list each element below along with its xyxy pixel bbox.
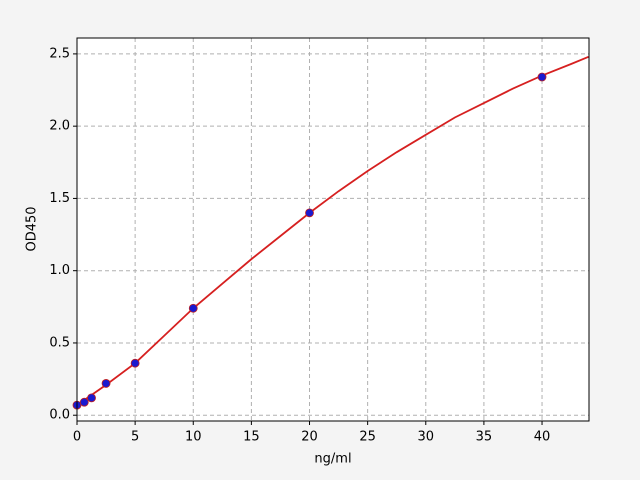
x-axis-label: ng/ml <box>314 452 351 467</box>
x-tick-label: 25 <box>359 430 376 445</box>
x-tick-label: 10 <box>185 430 202 445</box>
x-tick-label: 30 <box>418 430 435 445</box>
y-axis-label: OD450 <box>25 206 40 251</box>
x-tick-label: 40 <box>534 430 551 445</box>
x-tick-label: 5 <box>131 430 139 445</box>
y-tick-label: 0.5 <box>49 335 70 350</box>
data-point <box>101 379 111 388</box>
y-tick-label: 2.5 <box>49 46 70 61</box>
x-tick-label: 0 <box>73 430 81 445</box>
data-point <box>188 303 198 313</box>
x-tick-label: 20 <box>301 430 318 445</box>
fit-curve <box>77 55 589 406</box>
plot-area <box>77 38 589 421</box>
x-tick-label: 15 <box>243 430 260 445</box>
data-point <box>305 208 314 218</box>
plot-frame <box>76 37 590 422</box>
x-tick-label: 35 <box>476 430 493 445</box>
y-tick-label: 0.0 <box>49 408 70 423</box>
y-tick-label: 1.5 <box>49 191 70 206</box>
data-point <box>87 393 96 403</box>
data-point <box>79 397 89 407</box>
data-point <box>537 72 547 82</box>
data-point <box>130 358 140 368</box>
y-tick-label: 2.0 <box>49 119 70 134</box>
y-tick-label: 1.0 <box>49 263 70 278</box>
